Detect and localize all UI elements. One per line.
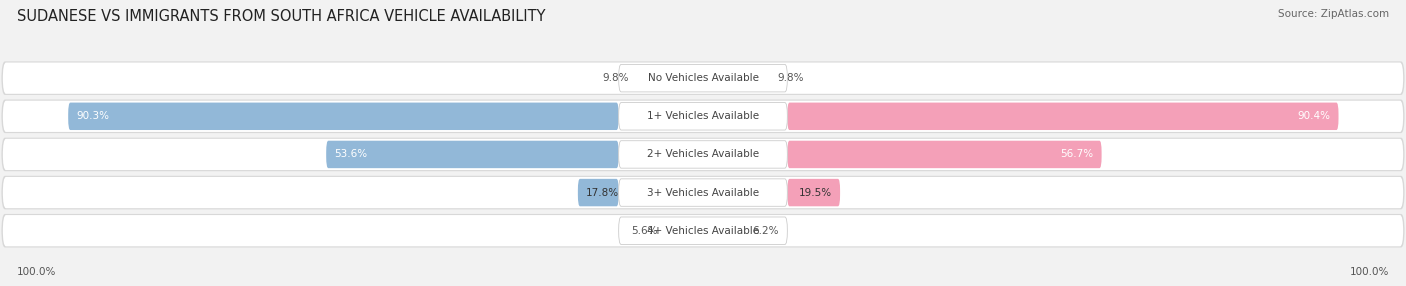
Text: 17.8%: 17.8%: [586, 188, 620, 198]
FancyBboxPatch shape: [619, 217, 787, 245]
Text: No Vehicles Available: No Vehicles Available: [648, 73, 758, 83]
FancyBboxPatch shape: [3, 215, 1403, 246]
FancyBboxPatch shape: [1, 176, 1405, 209]
Text: 19.5%: 19.5%: [799, 188, 832, 198]
Text: 3+ Vehicles Available: 3+ Vehicles Available: [647, 188, 759, 198]
FancyBboxPatch shape: [69, 103, 619, 130]
Text: 100.0%: 100.0%: [17, 267, 56, 277]
Text: 90.4%: 90.4%: [1298, 111, 1330, 121]
FancyBboxPatch shape: [3, 177, 1403, 208]
FancyBboxPatch shape: [3, 139, 1403, 170]
FancyBboxPatch shape: [619, 103, 787, 130]
FancyBboxPatch shape: [787, 141, 1102, 168]
FancyBboxPatch shape: [619, 64, 787, 92]
Text: 100.0%: 100.0%: [1350, 267, 1389, 277]
Text: 56.7%: 56.7%: [1060, 150, 1094, 159]
FancyBboxPatch shape: [619, 141, 787, 168]
FancyBboxPatch shape: [619, 179, 787, 206]
FancyBboxPatch shape: [1, 138, 1405, 171]
FancyBboxPatch shape: [3, 63, 1403, 94]
FancyBboxPatch shape: [1, 61, 1405, 95]
Text: 6.2%: 6.2%: [752, 226, 779, 236]
FancyBboxPatch shape: [1, 214, 1405, 247]
Text: Source: ZipAtlas.com: Source: ZipAtlas.com: [1278, 9, 1389, 19]
Text: 4+ Vehicles Available: 4+ Vehicles Available: [647, 226, 759, 236]
Text: 90.3%: 90.3%: [77, 111, 110, 121]
Text: 53.6%: 53.6%: [335, 150, 368, 159]
FancyBboxPatch shape: [787, 103, 1339, 130]
FancyBboxPatch shape: [1, 100, 1405, 133]
Text: 2+ Vehicles Available: 2+ Vehicles Available: [647, 150, 759, 159]
FancyBboxPatch shape: [3, 101, 1403, 132]
FancyBboxPatch shape: [787, 179, 841, 206]
Text: 1+ Vehicles Available: 1+ Vehicles Available: [647, 111, 759, 121]
Text: SUDANESE VS IMMIGRANTS FROM SOUTH AFRICA VEHICLE AVAILABILITY: SUDANESE VS IMMIGRANTS FROM SOUTH AFRICA…: [17, 9, 546, 23]
FancyBboxPatch shape: [578, 179, 619, 206]
FancyBboxPatch shape: [326, 141, 619, 168]
Text: 9.8%: 9.8%: [778, 73, 804, 83]
Text: 5.6%: 5.6%: [631, 226, 658, 236]
Text: 9.8%: 9.8%: [602, 73, 628, 83]
